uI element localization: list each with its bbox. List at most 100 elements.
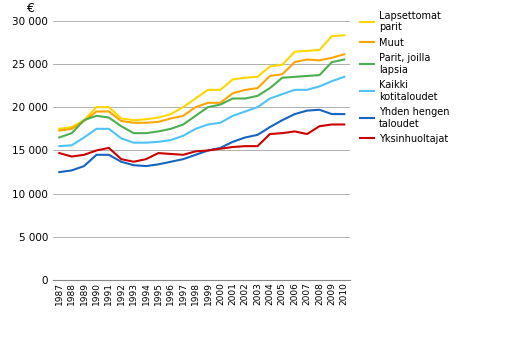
Yhden hengen
taloudet xyxy=(168,160,174,164)
Parit, joilla
lapsia xyxy=(56,135,63,140)
Kaikki
kotitaloudet xyxy=(316,84,323,89)
Parit, joilla
lapsia xyxy=(217,103,224,107)
Muut xyxy=(131,121,137,125)
Yhden hengen
taloudet xyxy=(81,164,87,168)
Yhden hengen
taloudet xyxy=(229,140,236,144)
Lapsettomat
parit xyxy=(292,50,298,54)
Muut xyxy=(205,101,211,105)
Lapsettomat
parit xyxy=(56,127,63,131)
Muut xyxy=(316,58,323,63)
Yksinhuoltajat xyxy=(68,155,75,159)
Parit, joilla
lapsia xyxy=(279,76,286,80)
Lapsettomat
parit xyxy=(93,105,100,109)
Kaikki
kotitaloudet xyxy=(242,109,249,114)
Lapsettomat
parit xyxy=(329,34,335,38)
Yhden hengen
taloudet xyxy=(155,162,161,167)
Yksinhuoltajat xyxy=(143,157,149,161)
Yhden hengen
taloudet xyxy=(292,112,298,116)
Parit, joilla
lapsia xyxy=(68,131,75,135)
Parit, joilla
lapsia xyxy=(118,124,124,128)
Yhden hengen
taloudet xyxy=(180,157,186,161)
Yksinhuoltajat xyxy=(81,153,87,157)
Line: Yksinhuoltajat: Yksinhuoltajat xyxy=(59,124,344,162)
Yksinhuoltajat xyxy=(192,149,199,154)
Yksinhuoltajat xyxy=(229,145,236,149)
Kaikki
kotitaloudet xyxy=(68,143,75,147)
Yksinhuoltajat xyxy=(304,132,310,136)
Parit, joilla
lapsia xyxy=(292,75,298,79)
Kaikki
kotitaloudet xyxy=(205,122,211,127)
Kaikki
kotitaloudet xyxy=(81,135,87,140)
Yhden hengen
taloudet xyxy=(56,170,63,174)
Muut xyxy=(56,129,63,133)
Lapsettomat
parit xyxy=(180,105,186,109)
Line: Kaikki
kotitaloudet: Kaikki kotitaloudet xyxy=(59,77,344,146)
Yksinhuoltajat xyxy=(254,144,261,148)
Kaikki
kotitaloudet xyxy=(180,134,186,138)
Muut xyxy=(143,121,149,125)
Parit, joilla
lapsia xyxy=(329,60,335,64)
Parit, joilla
lapsia xyxy=(304,74,310,78)
Lapsettomat
parit xyxy=(217,88,224,92)
Muut xyxy=(229,91,236,95)
Parit, joilla
lapsia xyxy=(180,122,186,127)
Lapsettomat
parit xyxy=(168,112,174,116)
Kaikki
kotitaloudet xyxy=(106,127,112,131)
Yhden hengen
taloudet xyxy=(192,153,199,157)
Muut xyxy=(254,86,261,90)
Yhden hengen
taloudet xyxy=(279,118,286,122)
Kaikki
kotitaloudet xyxy=(217,121,224,125)
Lapsettomat
parit xyxy=(205,88,211,92)
Yksinhuoltajat xyxy=(93,148,100,153)
Kaikki
kotitaloudet xyxy=(229,114,236,118)
Muut xyxy=(168,116,174,120)
Yksinhuoltajat xyxy=(180,153,186,157)
Kaikki
kotitaloudet xyxy=(341,75,347,79)
Parit, joilla
lapsia xyxy=(341,57,347,62)
Lapsettomat
parit xyxy=(316,48,323,52)
Parit, joilla
lapsia xyxy=(267,86,273,90)
Kaikki
kotitaloudet xyxy=(254,105,261,109)
Yhden hengen
taloudet xyxy=(118,160,124,164)
Yksinhuoltajat xyxy=(267,132,273,136)
Parit, joilla
lapsia xyxy=(242,96,249,101)
Lapsettomat
parit xyxy=(242,76,249,80)
Yhden hengen
taloudet xyxy=(131,163,137,167)
Parit, joilla
lapsia xyxy=(229,96,236,101)
Parit, joilla
lapsia xyxy=(155,129,161,133)
Kaikki
kotitaloudet xyxy=(118,136,124,141)
Parit, joilla
lapsia xyxy=(192,114,199,118)
Yksinhuoltajat xyxy=(131,160,137,164)
Lapsettomat
parit xyxy=(118,116,124,120)
Lapsettomat
parit xyxy=(68,125,75,129)
Yhden hengen
taloudet xyxy=(68,168,75,172)
Lapsettomat
parit xyxy=(192,96,199,101)
Muut xyxy=(180,114,186,118)
Parit, joilla
lapsia xyxy=(316,73,323,77)
Muut xyxy=(217,101,224,105)
Yhden hengen
taloudet xyxy=(267,125,273,129)
Yhden hengen
taloudet xyxy=(217,146,224,150)
Muut xyxy=(93,109,100,114)
Kaikki
kotitaloudet xyxy=(267,96,273,101)
Line: Muut: Muut xyxy=(59,54,344,131)
Parit, joilla
lapsia xyxy=(93,114,100,118)
Yksinhuoltajat xyxy=(56,151,63,155)
Muut xyxy=(304,57,310,62)
Yksinhuoltajat xyxy=(106,146,112,150)
Yhden hengen
taloudet xyxy=(242,135,249,140)
Yksinhuoltajat xyxy=(217,147,224,151)
Muut xyxy=(267,74,273,78)
Kaikki
kotitaloudet xyxy=(329,79,335,83)
Yksinhuoltajat xyxy=(155,151,161,155)
Yksinhuoltajat xyxy=(292,129,298,133)
Parit, joilla
lapsia xyxy=(143,131,149,135)
Line: Yhden hengen
taloudet: Yhden hengen taloudet xyxy=(59,110,344,172)
Muut xyxy=(341,52,347,56)
Kaikki
kotitaloudet xyxy=(292,88,298,92)
Kaikki
kotitaloudet xyxy=(279,92,286,96)
Kaikki
kotitaloudet xyxy=(131,141,137,145)
Lapsettomat
parit xyxy=(279,63,286,67)
Lapsettomat
parit xyxy=(254,75,261,79)
Yhden hengen
taloudet xyxy=(329,112,335,116)
